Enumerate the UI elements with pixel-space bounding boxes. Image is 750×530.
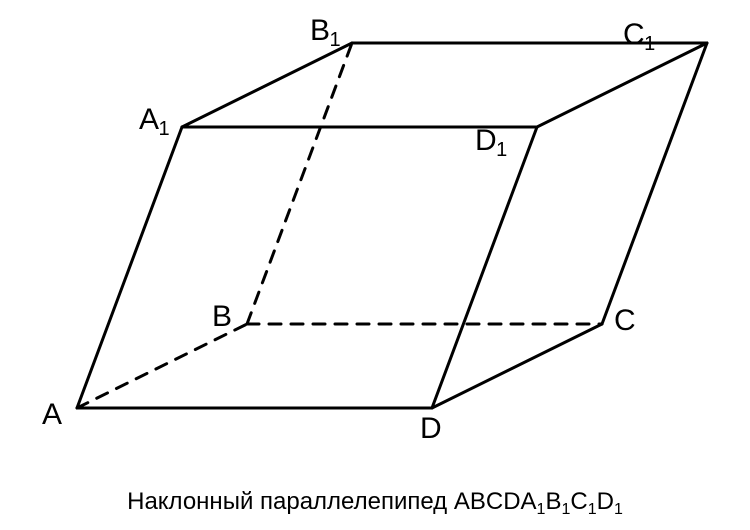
vertex-label-B: B (212, 300, 232, 334)
caption: Наклонный параллелепипед ABCDA1B1C1D1 (0, 488, 750, 516)
vertex-label-B1: B1 (310, 14, 340, 48)
edge-A-A1 (77, 127, 182, 408)
edge-D-D1 (432, 127, 537, 408)
vertex-label-A1: A1 (139, 103, 169, 137)
parallelepiped-diagram (0, 0, 750, 530)
vertex-label-C: C (614, 304, 635, 338)
vertex-label-A: A (42, 398, 62, 432)
vertex-label-D1: D1 (475, 124, 507, 158)
edge-C-C1 (602, 43, 707, 324)
edge-B-B1 (247, 43, 352, 324)
vertex-label-D: D (420, 412, 441, 446)
vertex-label-C1: C1 (623, 18, 655, 52)
